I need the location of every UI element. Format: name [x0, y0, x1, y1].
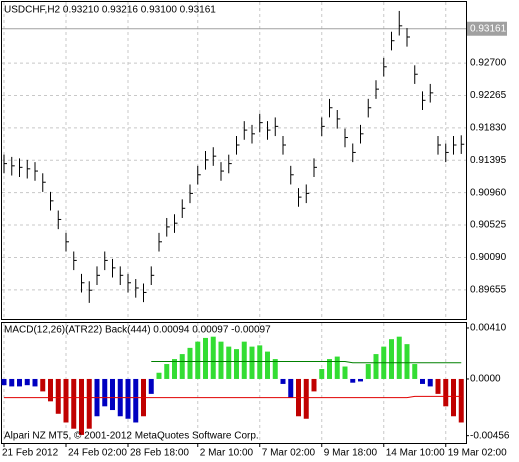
histogram-bar	[241, 341, 247, 379]
histogram-bar	[86, 378, 92, 429]
histogram-bar	[443, 378, 449, 407]
histogram-bar	[187, 347, 193, 379]
y-tick-label: -0.00456	[470, 430, 510, 441]
histogram-bar	[172, 359, 177, 379]
y-tick-label: 0.90525	[470, 220, 507, 231]
chart-title: USDCHF,H2 0.93210 0.93216 0.93100 0.9316…	[4, 5, 216, 16]
histogram-bar	[203, 337, 208, 379]
histogram-bar	[342, 366, 348, 379]
x-tick-label: 14 Mar 10:00	[386, 448, 445, 459]
histogram-bar	[272, 359, 278, 379]
y-tick-label: 0.91395	[470, 155, 507, 166]
histogram-bar	[210, 336, 216, 379]
histogram-bar	[280, 378, 286, 384]
x-tick-label: 2 Mar 10:00	[200, 448, 254, 459]
histogram-bar	[32, 378, 38, 387]
histogram-bar	[218, 341, 224, 379]
histogram-bar	[396, 336, 402, 379]
histogram-bar	[79, 378, 84, 435]
histogram-bar	[133, 378, 139, 423]
histogram-bar	[156, 372, 162, 379]
signal-line	[151, 361, 462, 364]
indicator-title: MACD(12,26)(ATR22) Back(444) 0.00094 0.0…	[4, 325, 271, 336]
x-tick-label: 21 Feb 2012	[2, 448, 59, 459]
histogram-bar	[319, 369, 325, 379]
histogram-bar	[71, 378, 77, 429]
histogram-bar	[458, 378, 464, 423]
y-tick-label: 0.90960	[470, 187, 507, 198]
price-label: 0.93161	[470, 23, 507, 34]
histogram-bar	[249, 346, 255, 379]
histogram-bar	[226, 346, 232, 379]
histogram-bar	[24, 378, 30, 386]
histogram-bar	[1, 378, 7, 386]
histogram-bar	[334, 356, 340, 379]
x-tick-label: 9 Mar 18:00	[324, 448, 378, 459]
histogram-bar	[164, 364, 170, 379]
histogram-bar	[110, 378, 115, 411]
histogram-bar	[234, 349, 239, 379]
x-tick-label: 19 Mar 02:00	[448, 448, 507, 459]
histogram-bar	[9, 378, 15, 387]
histogram-bar	[404, 344, 410, 379]
y-tick-label: 0.00410	[470, 323, 507, 334]
signal-line	[4, 395, 462, 399]
histogram-bar	[358, 378, 363, 382]
price-panel	[1, 1, 467, 320]
y-tick-label: 0.91830	[470, 123, 507, 134]
histogram-bar	[412, 364, 418, 379]
x-tick-label: 28 Feb 18:00	[130, 448, 189, 459]
histogram-bar	[17, 378, 22, 387]
histogram-bar	[55, 378, 61, 414]
histogram-bar	[427, 378, 433, 387]
price-label-box	[467, 21, 507, 36]
x-tick-label: 24 Feb 02:00	[68, 448, 127, 459]
histogram-bar	[389, 339, 394, 379]
y-tick-label: 0.92700	[470, 58, 507, 69]
histogram-bar	[311, 378, 317, 392]
histogram-bar	[327, 359, 332, 379]
histogram-bar	[288, 378, 294, 398]
histogram-bar	[257, 345, 263, 379]
histogram-bar	[350, 378, 356, 383]
plot-layer	[1, 2, 466, 443]
copyright: Alpari NZ MT5, © 2001-2012 MetaQuotes So…	[4, 431, 259, 442]
y-tick-label: 0.92265	[470, 90, 507, 101]
histogram-bar	[420, 378, 425, 384]
histogram-bar	[435, 378, 441, 394]
histogram-bar	[40, 378, 46, 392]
histogram-bar	[63, 378, 69, 423]
histogram-bar	[265, 351, 270, 379]
x-tick-label: 7 Mar 02:00	[262, 448, 316, 459]
histogram-bar	[48, 378, 53, 402]
y-tick-label: 0.90090	[470, 252, 507, 263]
histogram-bar	[102, 378, 108, 407]
histogram-bar	[195, 341, 201, 379]
histogram-bar	[125, 378, 131, 419]
y-tick-label: 0.89655	[470, 284, 507, 295]
histogram-bar	[179, 354, 185, 379]
histogram-bar	[148, 378, 154, 394]
histogram-bar	[365, 364, 371, 379]
histogram-bar	[373, 354, 379, 379]
histogram-bar	[451, 378, 456, 417]
histogram-bar	[303, 378, 309, 419]
y-tick-label: 0.0000	[470, 374, 501, 385]
